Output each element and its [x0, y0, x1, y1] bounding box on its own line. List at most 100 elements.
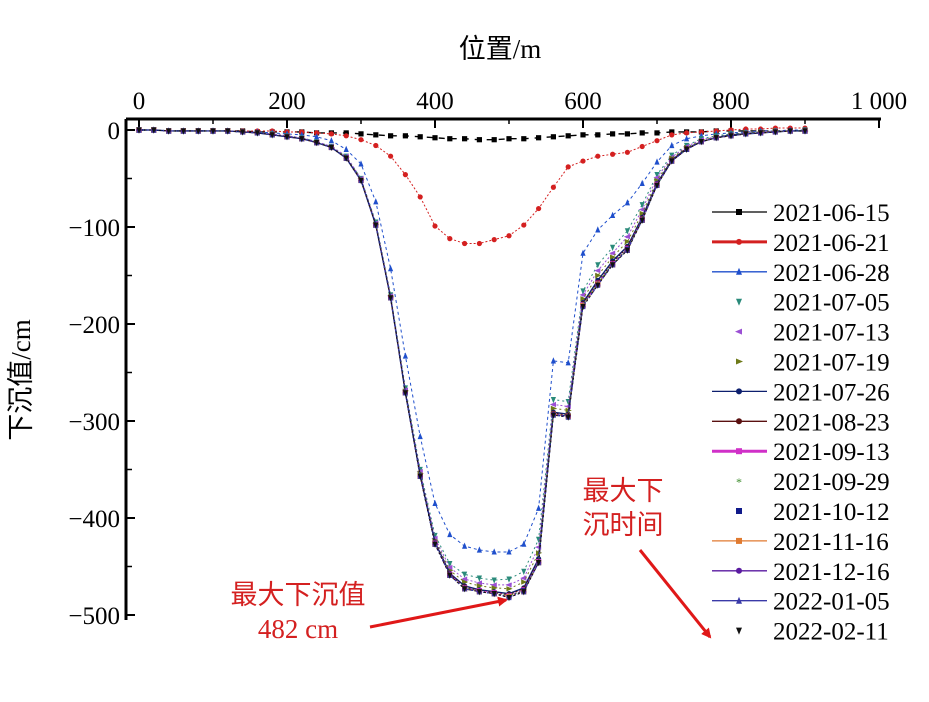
data-point	[476, 575, 482, 582]
data-point	[447, 136, 453, 142]
data-point	[550, 357, 556, 364]
series-line	[139, 129, 805, 553]
data-point	[373, 222, 379, 229]
data-point	[639, 143, 645, 150]
data-point	[447, 530, 453, 538]
data-point	[521, 222, 527, 228]
data-point	[550, 405, 557, 411]
series-2021-06-21	[136, 125, 808, 247]
data-point	[595, 262, 601, 269]
data-point	[491, 577, 497, 584]
data-point	[432, 135, 438, 141]
legend-item: 2021-06-15	[712, 200, 890, 227]
legend-item: 2021-06-21	[712, 230, 890, 257]
y-tick-label: −200	[68, 312, 120, 339]
data-point	[462, 542, 468, 549]
legend-label: 2022-01-05	[773, 589, 890, 616]
data-point	[550, 184, 557, 190]
data-point	[417, 432, 423, 440]
data-point	[639, 130, 645, 136]
data-point	[521, 136, 527, 142]
data-point	[417, 194, 423, 200]
data-point	[654, 130, 660, 136]
data-point	[565, 164, 571, 170]
data-point	[536, 560, 542, 567]
series-line	[139, 129, 805, 597]
data-point	[595, 153, 601, 159]
data-point	[521, 568, 527, 575]
data-point	[550, 134, 556, 140]
data-point	[550, 397, 556, 404]
data-point	[490, 582, 497, 588]
data-point	[610, 151, 616, 157]
data-point	[520, 575, 527, 581]
data-point	[521, 579, 528, 585]
data-point	[624, 228, 630, 235]
x-axis-title: 位置/m	[459, 34, 542, 64]
data-point	[402, 133, 408, 139]
legend-label: 2022-02-11	[773, 619, 889, 646]
legend-marker	[736, 418, 742, 425]
y-tick-label: −400	[68, 506, 120, 533]
data-point	[654, 172, 660, 179]
series-line	[139, 129, 805, 599]
legend-marker	[736, 388, 742, 395]
series-line	[139, 129, 806, 581]
annotations: 最大下沉值 482 cm 最大下 沉时间	[231, 476, 712, 644]
series-2021-08-23	[136, 127, 808, 598]
arrow-max-value	[369, 596, 508, 629]
legend-label: 2021-07-05	[773, 290, 890, 317]
data-point	[579, 292, 586, 298]
data-point	[136, 127, 142, 134]
data-point	[521, 540, 527, 547]
legend-marker	[736, 358, 743, 365]
data-point	[358, 137, 364, 143]
legend-item: 2021-07-26	[712, 379, 890, 406]
legend-label: 2021-11-16	[773, 529, 889, 556]
data-point	[358, 131, 364, 137]
series-line	[139, 129, 805, 598]
data-point	[462, 571, 468, 578]
data-point	[328, 131, 334, 137]
data-point	[639, 202, 645, 209]
data-point	[609, 250, 616, 256]
series-line	[139, 129, 805, 596]
legend-marker: *	[736, 475, 742, 489]
legend-label: 2021-09-13	[773, 439, 890, 466]
data-point	[225, 128, 231, 135]
data-point	[447, 236, 453, 242]
data-point	[373, 198, 379, 205]
data-point	[669, 158, 675, 165]
data-point	[328, 137, 334, 144]
legend-item: 2021-07-05	[736, 290, 890, 317]
data-point	[565, 359, 571, 366]
data-point	[358, 177, 364, 185]
data-point	[210, 128, 216, 135]
data-point	[653, 174, 660, 181]
data-point	[698, 139, 704, 146]
x-tick-label: 800	[712, 88, 750, 115]
data-point	[772, 129, 778, 136]
data-point	[654, 138, 660, 144]
data-point	[595, 226, 601, 233]
axes: 0 200 400 600 800 1 000 0 −100 −200 −300 −400 −500	[68, 88, 907, 630]
data-point	[639, 210, 646, 217]
y-axis-title: 下沉值/cm	[6, 319, 36, 441]
data-point	[624, 247, 630, 254]
legend-label: 2021-12-16	[773, 559, 890, 586]
legend-marker	[736, 298, 742, 306]
data-point	[595, 132, 601, 138]
data-point	[610, 254, 617, 260]
data-point	[638, 206, 645, 213]
data-point	[284, 134, 290, 141]
data-point	[343, 145, 349, 152]
series-line	[139, 129, 805, 597]
data-point	[610, 244, 616, 251]
series-2021-09-29: ****************************************…	[136, 124, 808, 604]
legend-label: 2021-06-21	[773, 230, 890, 257]
data-point	[180, 128, 186, 135]
legend-marker	[736, 537, 742, 544]
legend-item: 2021-11-16	[712, 529, 889, 556]
series-2021-07-13	[135, 127, 808, 588]
data-point	[432, 499, 438, 507]
